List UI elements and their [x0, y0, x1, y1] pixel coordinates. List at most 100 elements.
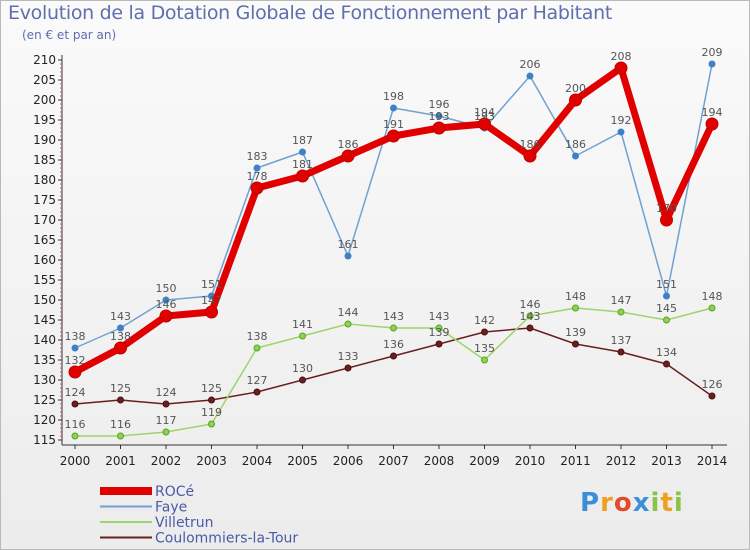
- data-label: 127: [247, 374, 268, 387]
- data-label: 194: [702, 106, 723, 119]
- data-point: [253, 388, 261, 396]
- data-label: 146: [156, 298, 177, 311]
- data-label: 170: [656, 202, 677, 215]
- logo-letter: i: [650, 488, 661, 518]
- data-label: 133: [338, 350, 359, 363]
- data-point: [344, 320, 352, 328]
- y-tick-label: 155: [33, 273, 56, 287]
- data-point: [435, 340, 443, 348]
- data-point: [71, 432, 79, 440]
- data-point: [660, 213, 673, 227]
- data-point: [708, 60, 716, 68]
- data-label: 193: [429, 110, 450, 123]
- data-label: 125: [110, 382, 131, 395]
- data-label: 150: [156, 282, 177, 295]
- data-label: 125: [201, 382, 222, 395]
- data-point: [162, 296, 170, 304]
- y-tick-label: 165: [33, 233, 56, 247]
- data-point: [71, 400, 79, 408]
- data-label: 183: [247, 150, 268, 163]
- data-label: 186: [565, 138, 586, 151]
- legend-label: Villetrun: [155, 515, 214, 531]
- data-label: 178: [247, 170, 268, 183]
- y-tick-label: 140: [33, 333, 56, 347]
- data-point: [387, 129, 400, 143]
- data-label: 141: [292, 318, 313, 331]
- data-label: 135: [474, 342, 495, 355]
- legend-label: Coulommiers-la-Tour: [155, 531, 298, 547]
- data-label: 136: [383, 338, 404, 351]
- logo-letter: o: [613, 488, 633, 518]
- data-point: [390, 352, 397, 360]
- data-label: 119: [201, 406, 222, 419]
- data-point: [617, 128, 625, 136]
- x-tick-label: 2011: [560, 454, 591, 468]
- x-tick-label: 2005: [287, 454, 318, 468]
- data-point: [617, 308, 625, 316]
- x-tick-label: 2002: [151, 454, 182, 468]
- data-label: 142: [474, 314, 495, 327]
- data-label: 151: [656, 278, 677, 291]
- data-point: [663, 360, 670, 368]
- x-tick-label: 2008: [424, 454, 455, 468]
- data-point: [526, 312, 534, 320]
- data-point: [299, 148, 306, 156]
- y-tick-label: 150: [33, 293, 56, 307]
- data-point: [117, 324, 124, 332]
- x-tick-label: 2004: [242, 454, 273, 468]
- logo-letter: P: [580, 488, 601, 518]
- data-point: [478, 117, 491, 131]
- data-label: 138: [65, 330, 86, 343]
- data-label: 116: [110, 418, 131, 431]
- data-point: [299, 376, 306, 384]
- data-label: 139: [429, 326, 450, 339]
- y-tick-label: 210: [33, 53, 56, 67]
- data-point: [435, 112, 443, 120]
- data-label: 181: [292, 158, 313, 171]
- x-tick-label: 2007: [378, 454, 409, 468]
- data-label: 161: [338, 238, 359, 251]
- data-label: 138: [247, 330, 268, 343]
- data-point: [614, 61, 628, 75]
- data-label: 143: [383, 310, 404, 323]
- data-point: [159, 309, 173, 323]
- data-point: [617, 348, 625, 356]
- data-point: [71, 344, 79, 352]
- y-tick-label: 115: [33, 433, 56, 447]
- data-point: [68, 365, 82, 379]
- data-label: 187: [292, 134, 313, 147]
- data-point: [253, 164, 261, 172]
- data-point: [114, 341, 127, 355]
- x-tick-label: 2000: [60, 454, 91, 468]
- data-point: [250, 181, 264, 195]
- chart-subtitle: (en € et par an): [22, 28, 117, 42]
- data-point: [435, 324, 443, 332]
- data-label: 198: [383, 90, 404, 103]
- y-tick-label: 170: [33, 213, 56, 227]
- data-point: [663, 316, 670, 324]
- data-point: [253, 344, 261, 352]
- data-label: 186: [520, 138, 541, 151]
- data-point: [526, 72, 534, 80]
- data-point: [569, 93, 582, 107]
- data-point: [117, 432, 124, 440]
- data-point: [708, 392, 716, 400]
- y-tick-label: 130: [33, 373, 56, 387]
- data-point: [705, 117, 719, 131]
- logo-letter: t: [660, 488, 674, 518]
- data-label: 132: [65, 354, 86, 367]
- data-point: [344, 364, 352, 372]
- x-tick-label: 2006: [333, 454, 364, 468]
- data-point: [162, 428, 170, 436]
- data-point: [526, 324, 534, 332]
- data-label: 208: [611, 50, 632, 63]
- x-tick-label: 2001: [105, 454, 136, 468]
- y-tick-label: 190: [33, 133, 56, 147]
- data-label: 186: [338, 138, 359, 151]
- y-tick-label: 185: [33, 153, 56, 167]
- data-label: 206: [520, 58, 541, 71]
- x-tick-label: 2009: [469, 454, 500, 468]
- data-point: [523, 149, 537, 163]
